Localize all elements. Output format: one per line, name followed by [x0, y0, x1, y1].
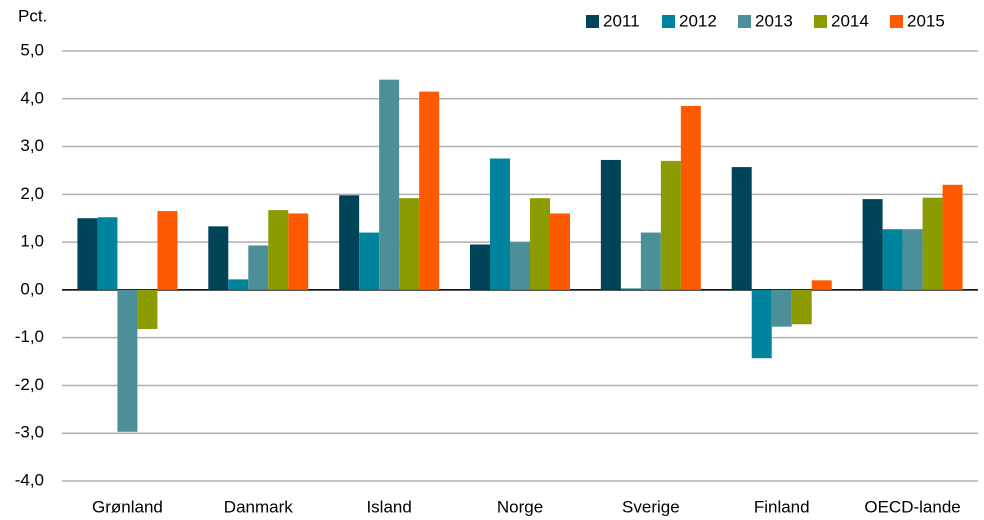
bar [862, 199, 883, 290]
bar [288, 213, 309, 290]
bar [157, 211, 178, 290]
x-tick-label: Sverige [622, 497, 680, 516]
bar [470, 244, 490, 290]
bar [359, 232, 380, 290]
bar [117, 289, 138, 432]
bar [399, 198, 420, 290]
bar [942, 184, 963, 290]
legend-label: 2012 [679, 11, 717, 30]
legend-swatch [662, 15, 675, 28]
x-tick-label: Island [366, 497, 411, 516]
bar [268, 210, 289, 290]
y-axis-label: Pct. [18, 6, 47, 25]
y-tick-label: -3,0 [15, 423, 44, 442]
bar [902, 229, 923, 290]
bar [751, 289, 772, 359]
legend-swatch [814, 15, 827, 28]
bar [77, 218, 98, 290]
bar [419, 91, 440, 290]
bar [922, 197, 943, 290]
bar [640, 232, 661, 290]
y-tick-label: 2,0 [20, 184, 44, 203]
y-tick-label: 1,0 [20, 232, 44, 251]
bar [339, 195, 360, 290]
bar [530, 198, 550, 290]
legend-label: 2013 [755, 11, 793, 30]
legend-swatch [738, 15, 751, 28]
bar [791, 289, 812, 325]
bar [379, 79, 400, 290]
y-tick-label: 4,0 [20, 88, 44, 107]
bar [600, 159, 621, 290]
x-tick-label: Finland [754, 497, 810, 516]
x-tick-label: OECD-lande [864, 497, 960, 516]
y-tick-label: -4,0 [15, 470, 44, 489]
bar [510, 242, 530, 290]
legend-label: 2015 [907, 11, 945, 30]
bar [228, 279, 249, 290]
y-tick-label: -1,0 [15, 327, 44, 346]
bar [490, 158, 510, 290]
bar [620, 288, 641, 290]
x-tick-label: Danmark [224, 497, 293, 516]
bar [731, 167, 752, 290]
bar [248, 245, 269, 290]
bar [660, 160, 681, 290]
y-tick-label: 0,0 [20, 279, 44, 298]
legend-swatch [890, 15, 903, 28]
legend-label: 2011 [603, 11, 640, 30]
bar [97, 217, 118, 290]
bar [208, 226, 229, 290]
bar [550, 213, 570, 290]
x-tick-label: Norge [497, 497, 543, 516]
y-tick-label: 5,0 [20, 40, 44, 59]
bar [882, 229, 903, 290]
legend-swatch [586, 15, 599, 28]
bar [680, 105, 701, 290]
bar [811, 280, 832, 290]
bar [771, 289, 792, 327]
legend-label: 2014 [831, 11, 869, 30]
bar [137, 289, 158, 330]
y-tick-label: 3,0 [20, 136, 44, 155]
y-tick-label: -2,0 [15, 375, 44, 394]
x-tick-label: Grønland [92, 497, 163, 516]
